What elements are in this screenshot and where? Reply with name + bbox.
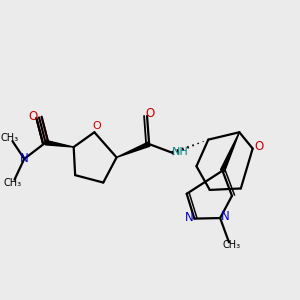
Text: CH₃: CH₃ [3, 178, 21, 188]
Polygon shape [220, 132, 239, 172]
Text: O: O [92, 121, 101, 131]
Polygon shape [117, 142, 150, 158]
Text: O: O [146, 106, 154, 119]
Polygon shape [45, 140, 74, 147]
Text: N: N [221, 210, 230, 223]
Text: O: O [254, 140, 264, 153]
Text: N: N [20, 152, 28, 165]
Text: CH₃: CH₃ [0, 133, 19, 142]
Text: N: N [185, 211, 194, 224]
Text: CH₃: CH₃ [222, 240, 240, 250]
Text: O: O [28, 110, 37, 123]
Text: NH: NH [172, 147, 188, 157]
